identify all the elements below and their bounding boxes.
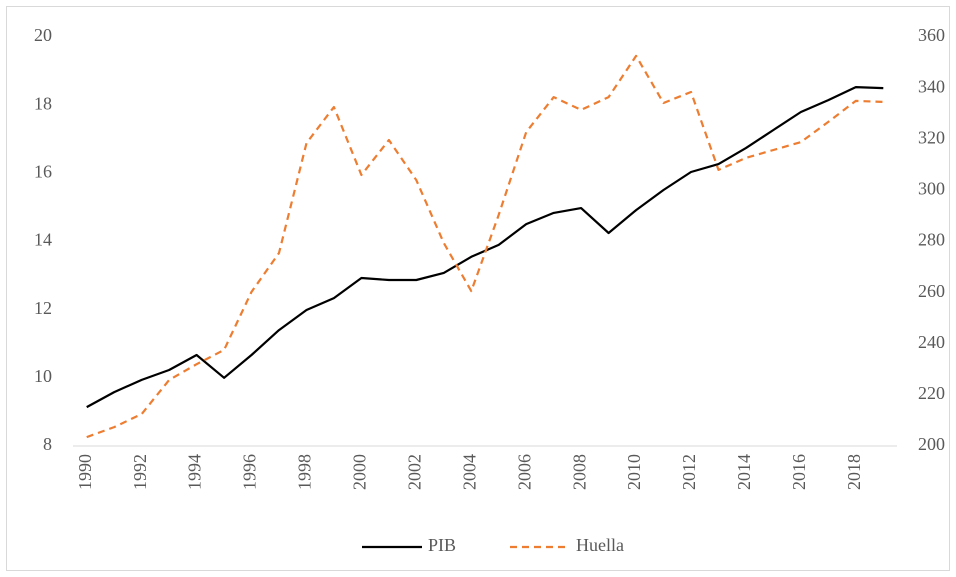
y-tick-label: 16 (34, 161, 52, 181)
x-tick-label: 2016 (789, 454, 809, 490)
y-tick-label: 8 (43, 434, 52, 454)
y2-tick-label: 260 (918, 281, 945, 301)
x-tick-label: 2014 (734, 454, 754, 490)
y2-tick-label: 360 (918, 25, 945, 45)
y2-tick-label: 280 (918, 230, 945, 250)
x-tick-label: 1994 (185, 454, 205, 490)
x-tick-label: 1996 (240, 454, 260, 490)
x-tick-label: 2008 (569, 454, 589, 490)
x-tick-label: 1990 (75, 454, 95, 490)
y2-tick-label: 320 (918, 127, 945, 147)
x-tick-label: 2012 (679, 454, 699, 490)
x-tick-label: 1998 (295, 454, 315, 490)
x-tick-label: 2018 (844, 454, 864, 490)
y-tick-label: 18 (34, 93, 52, 113)
y2-tick-label: 220 (918, 383, 945, 403)
y2-tick-label: 240 (918, 332, 945, 352)
legend-label: Huella (576, 535, 624, 555)
y2-tick-label: 200 (918, 434, 945, 454)
y-tick-label: 10 (34, 366, 52, 386)
x-tick-label: 2010 (624, 454, 644, 490)
y-tick-label: 20 (34, 25, 52, 45)
y-tick-label: 12 (34, 298, 52, 318)
x-tick-label: 2000 (350, 454, 370, 490)
y2-tick-label: 340 (918, 76, 945, 96)
x-tick-label: 2006 (514, 454, 534, 490)
x-tick-label: 2004 (459, 454, 479, 490)
y2-tick-label: 300 (918, 179, 945, 199)
x-tick-label: 2002 (404, 454, 424, 490)
legend-label: PIB (428, 535, 456, 555)
chart-frame (6, 6, 950, 571)
y-tick-label: 14 (34, 230, 52, 250)
x-tick-label: 1992 (130, 454, 150, 490)
line-series (86, 54, 884, 439)
